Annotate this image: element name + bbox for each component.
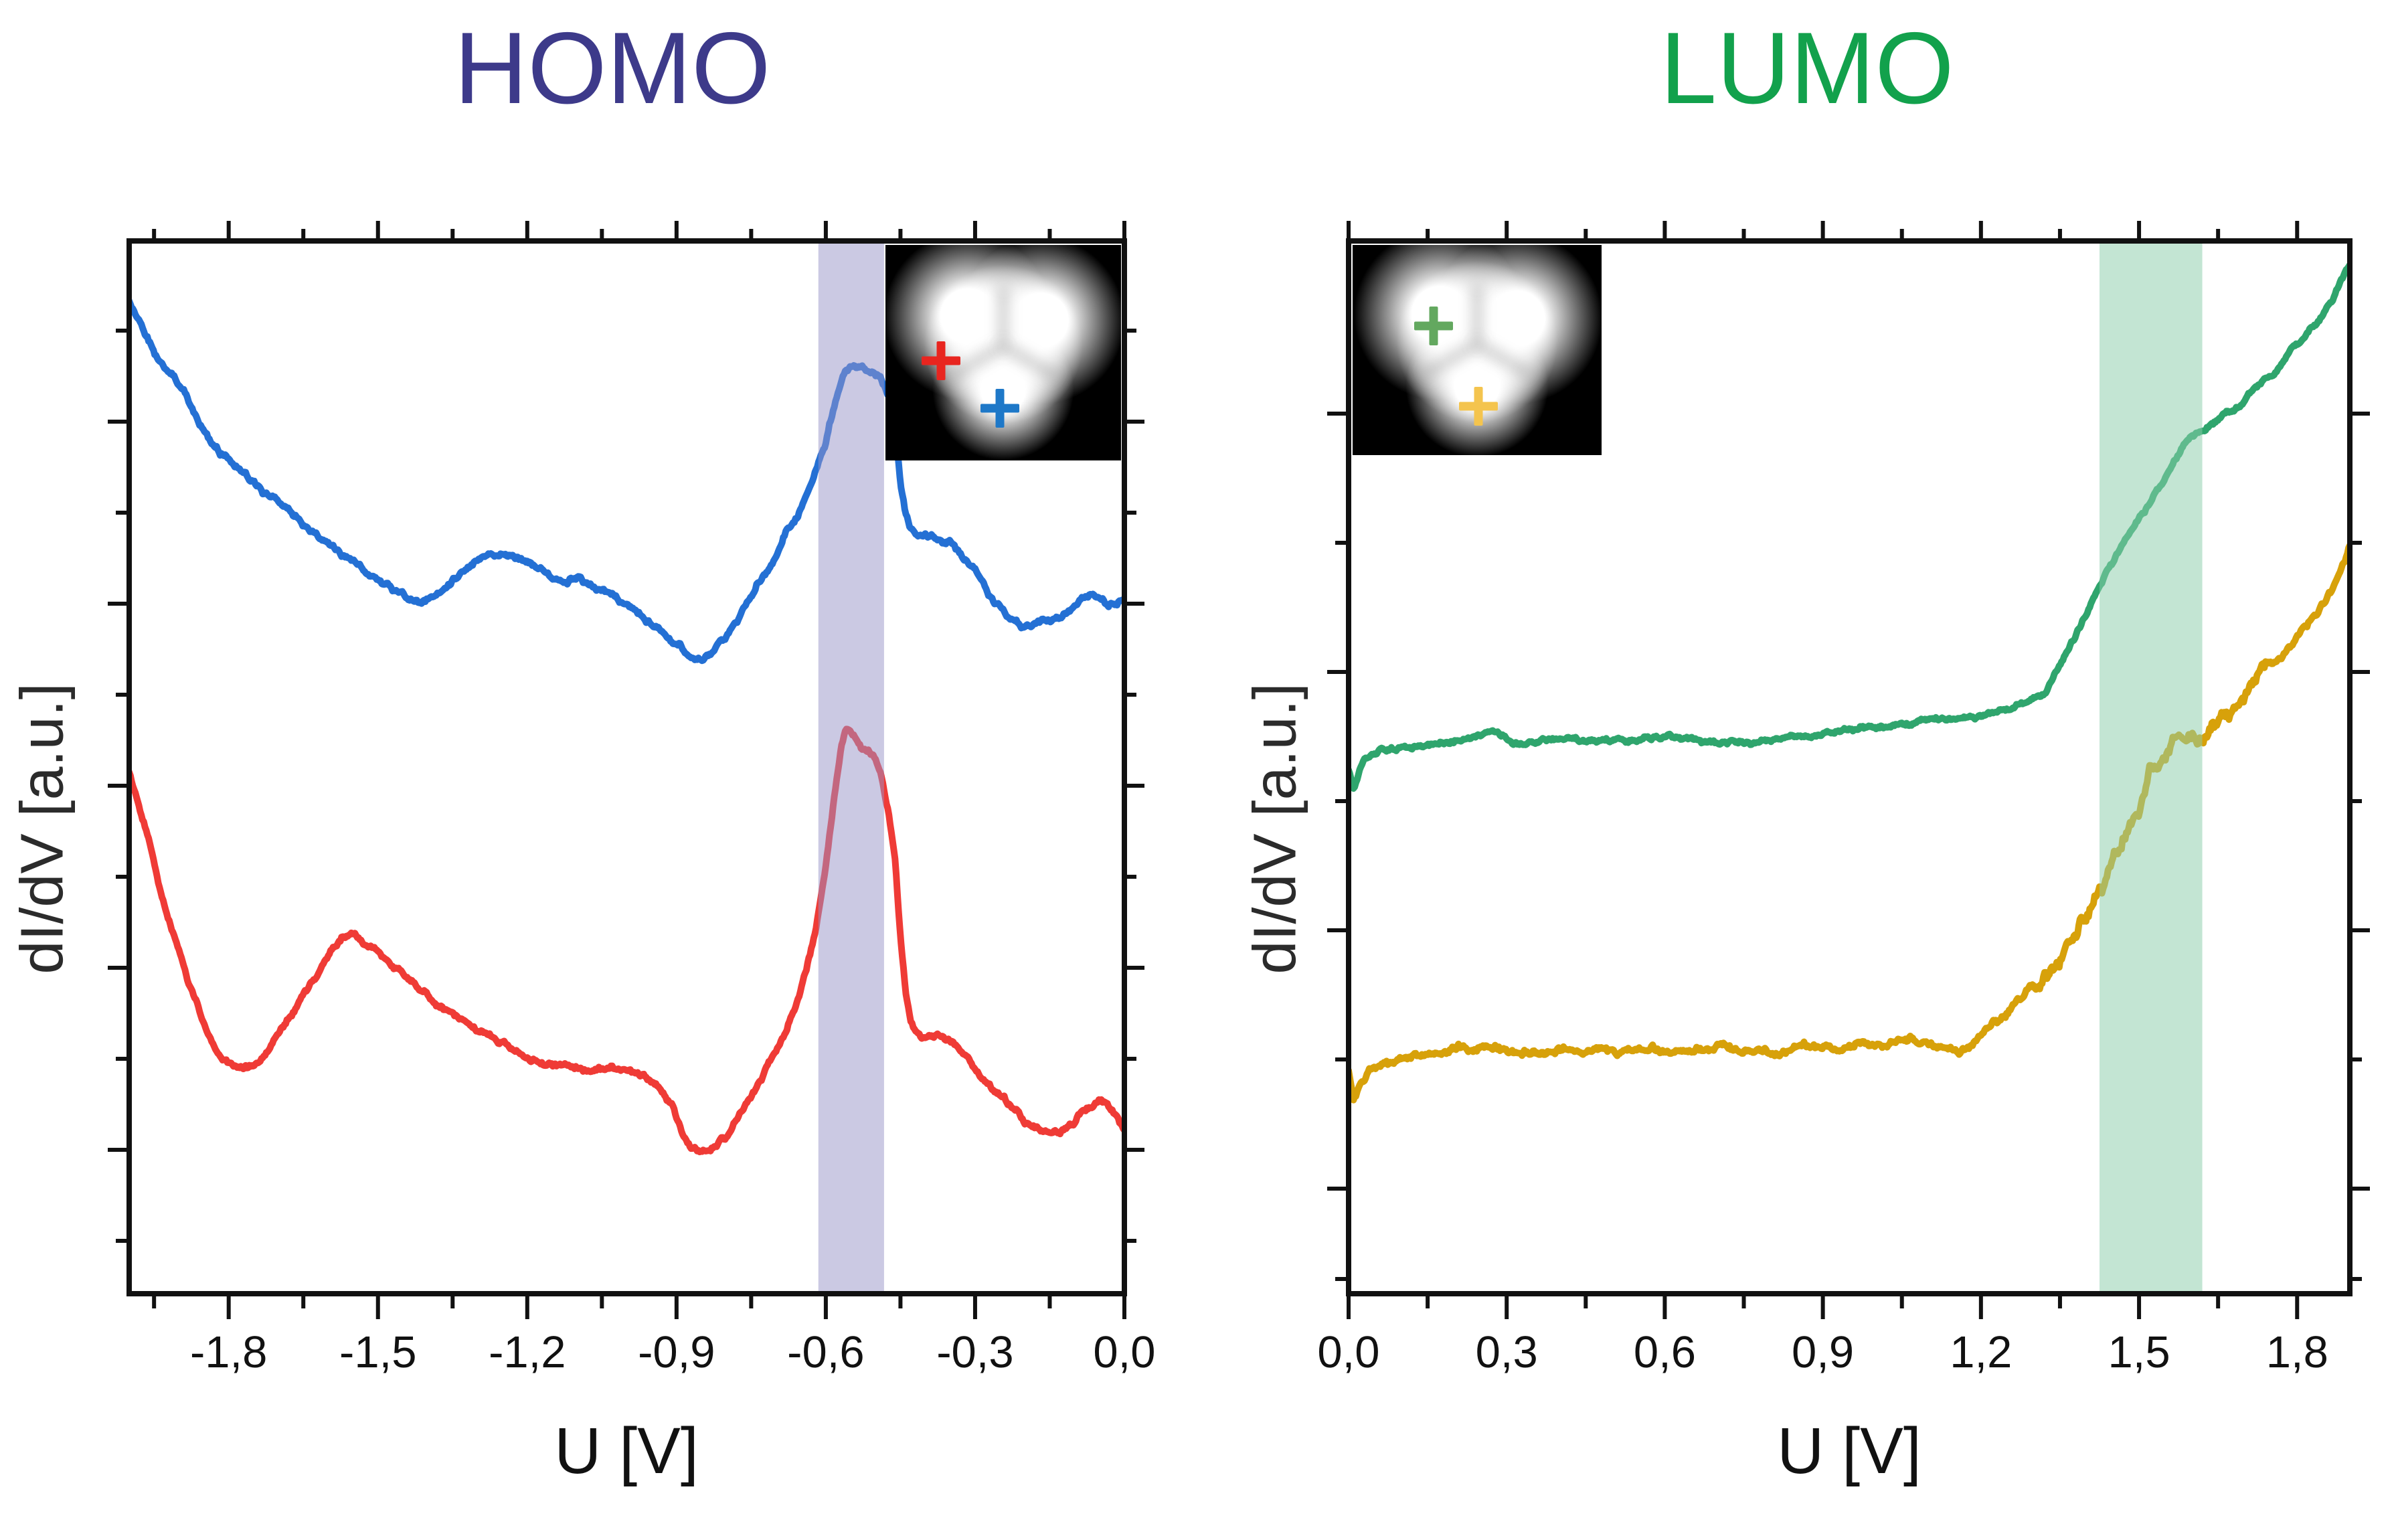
lumo-axes-frame <box>1346 238 2353 1296</box>
homo-x-tick-label: -0,9 <box>638 1327 715 1377</box>
lumo-x-tick-label: 0,0 <box>1317 1327 1379 1377</box>
molecule-groove <box>1424 340 1479 377</box>
lumo-x-tick-label: 1,5 <box>2108 1327 2170 1377</box>
homo-x-tick-label: -0,3 <box>936 1327 1013 1377</box>
red-spectrum-curve <box>132 725 1122 1156</box>
homo-stm-inset-image <box>885 245 1121 460</box>
homo-x-tick-label: -1,8 <box>190 1327 267 1377</box>
lumo-highlight-band <box>2100 244 2203 1291</box>
lumo-x-tick-label: 0,3 <box>1476 1327 1538 1377</box>
molecule-groove <box>1475 340 1531 377</box>
lumo-title: LUMO <box>1660 11 1954 125</box>
homo-axes-frame <box>126 238 1127 1296</box>
blue-spectrum-curve <box>132 298 1122 665</box>
homo-y-axis-label: dI/dV [a.u.] <box>9 683 76 974</box>
lumo-x-axis-label: U [V] <box>1777 1414 1921 1487</box>
homo-x-tick-label: -1,2 <box>489 1327 566 1377</box>
green-cross-marker <box>1414 307 1453 345</box>
homo-plot: -1,8 -1,5 -1,2 -0,9 -0,6 -0,3 0,0 <box>108 221 1156 1377</box>
red-cross-marker <box>922 341 960 380</box>
molecule-groove <box>1473 284 1481 344</box>
lumo-x-tick-label: 1,8 <box>2266 1327 2328 1377</box>
lumo-x-tick-label: 0,9 <box>1792 1327 1854 1377</box>
molecule-groove <box>1001 343 1057 379</box>
molecule-groove <box>999 287 1007 347</box>
homo-x-tick-label: -1,5 <box>339 1327 416 1377</box>
homo-highlight-band <box>818 244 884 1291</box>
lumo-x-tick-label: 1,2 <box>1950 1327 2012 1377</box>
homo-x-tick-label: 0,0 <box>1093 1327 1155 1377</box>
lumo-x-tick-label: 0,6 <box>1634 1327 1696 1377</box>
homo-title: HOMO <box>454 11 771 125</box>
yellow-cross-marker <box>1459 387 1498 426</box>
lumo-stm-inset-image <box>1353 245 1602 455</box>
blue-cross-marker <box>980 389 1019 428</box>
lumo-y-axis-label: dI/dV [a.u.] <box>1242 683 1309 974</box>
lumo-plot: 0,0 0,3 0,6 0,9 1,2 1,5 1,8 <box>1317 221 2370 1377</box>
homo-x-tick-label: -0,6 <box>787 1327 864 1377</box>
homo-x-axis-label: U [V] <box>554 1414 699 1487</box>
